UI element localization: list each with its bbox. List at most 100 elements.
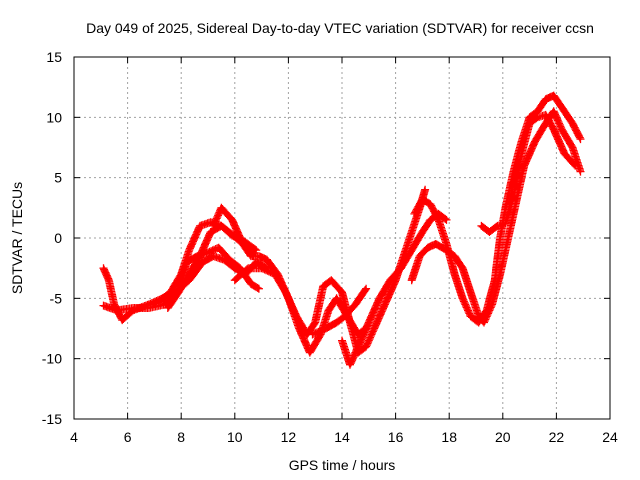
data-point [469,291,472,294]
data-point [571,122,574,125]
y-tick-label: 0 [54,230,62,246]
data-point [429,218,432,222]
data-point [461,266,464,270]
tick-layer: 4 6 8 10 12 14 16 18 20 22 24 -15 -10 -5 0 5 10 15 [42,49,618,445]
data-point [560,128,563,131]
data-point [536,116,539,119]
x-tick-label: 16 [388,429,404,445]
data-point [257,254,261,258]
data-point [356,345,360,348]
data-point [257,287,261,290]
data-point [498,236,502,240]
data-point [552,128,555,131]
data-point [480,224,483,228]
data-point [544,98,547,101]
data-point [453,254,456,258]
data-point [311,333,314,336]
y-tick-label: -15 [42,411,62,427]
data-point [121,318,124,322]
data-point [249,282,253,286]
data-point [437,218,440,222]
data-point [410,230,413,234]
data-point [131,306,135,310]
data-point [453,273,456,276]
data-point [180,273,183,276]
y-tick-label: -10 [42,351,62,367]
data-point [308,351,312,354]
data-point [461,297,464,300]
data-point [496,224,499,228]
data-point [206,251,210,254]
data-point [115,309,119,312]
data-point [249,254,253,258]
y-tick-label: 15 [46,49,62,65]
data-point [217,246,220,249]
x-tick-label: 20 [495,429,511,445]
grid-layer [74,57,610,419]
data-point [147,306,151,310]
data-point [367,321,370,324]
data-point [335,321,338,324]
data-point [177,291,180,294]
data-point [273,273,277,276]
series-track-h [338,209,451,369]
data-point [563,152,566,155]
data-point [528,122,531,125]
data-point [528,116,531,119]
data-point [356,333,360,336]
data-point [188,248,191,252]
x-tick-label: 18 [441,429,457,445]
x-tick-label: 24 [602,429,618,445]
data-point [383,303,387,306]
data-point [421,198,424,201]
data-point [421,230,424,234]
data-point [552,94,555,97]
y-tick-label: 10 [46,109,62,125]
x-tick-label: 4 [70,429,78,445]
data-point [209,230,212,234]
data-point [579,170,582,173]
x-tick-label: 22 [549,429,565,445]
data-point [212,254,215,258]
data-point [469,315,472,318]
data-point [198,224,202,228]
data-point [348,321,352,324]
data-point [324,327,328,330]
data-point [196,254,199,258]
x-tick-label: 10 [227,429,243,445]
data-point [233,279,236,282]
data-point [255,248,258,252]
data-point [563,110,566,113]
data-point [322,285,325,288]
data-point [485,309,488,312]
data-point [354,303,357,306]
data-point [158,299,161,302]
data-point [523,164,526,167]
data-point [506,236,510,240]
data-point [314,321,317,324]
data-point [488,230,491,234]
data-point [536,110,539,113]
data-point [230,234,234,237]
x-axis-label: GPS time / hours [289,457,396,473]
data-point [579,137,582,141]
data-point [413,212,416,216]
data-point [265,258,269,261]
data-point [220,206,223,210]
data-point [423,188,427,191]
data-point [520,152,523,155]
series-track-f [230,185,430,357]
chart-title: Day 049 of 2025, Sidereal Day-to-day VTE… [86,20,594,36]
data-point [426,246,429,249]
data-point [348,363,352,366]
data-point [571,146,574,149]
data-point [477,321,480,324]
data-point [188,273,191,276]
x-tick-label: 6 [124,429,132,445]
data-point [238,266,242,270]
x-tick-label: 12 [281,429,297,445]
x-tick-label: 14 [334,429,350,445]
data-point [364,287,368,290]
data-point [410,279,413,282]
